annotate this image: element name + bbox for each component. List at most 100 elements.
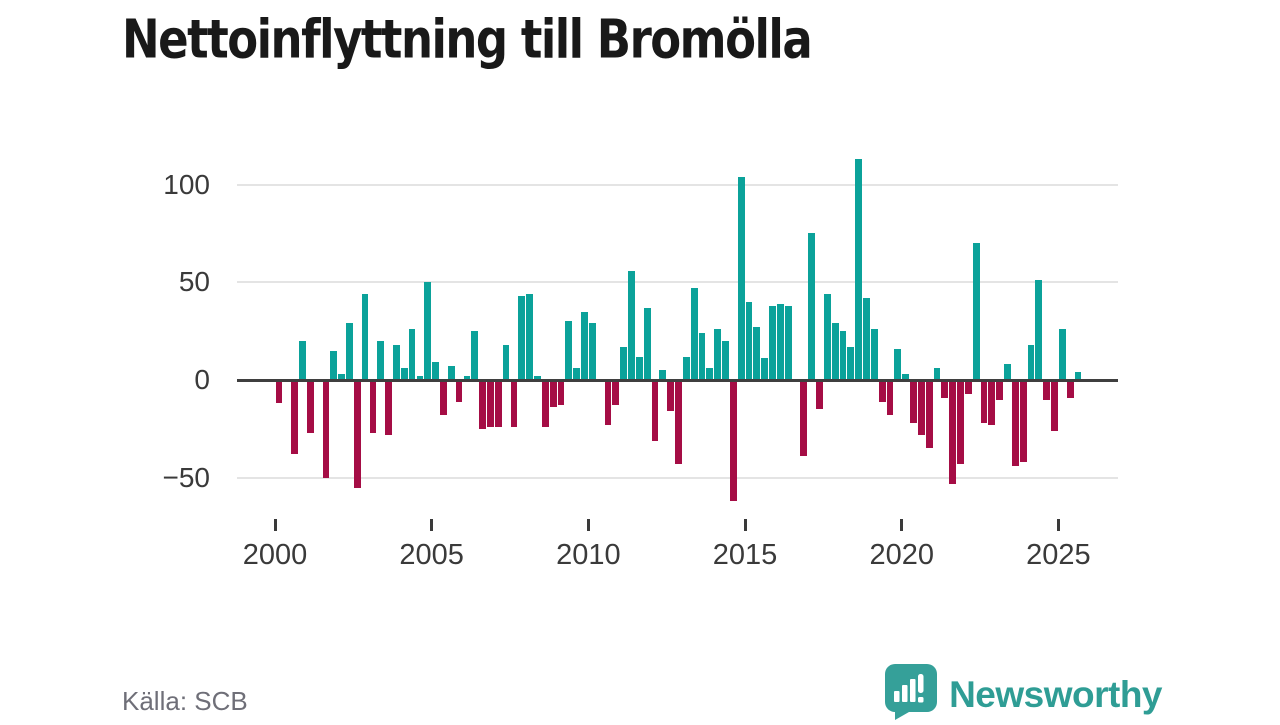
gridline-y--50 [237, 476, 1118, 479]
bar-2024-q2 [1035, 280, 1043, 380]
bar-2011-q2 [628, 270, 635, 380]
bar-2001-q4 [330, 350, 338, 380]
bar-2023-q4 [1019, 380, 1027, 463]
bar-2002-q4 [361, 293, 369, 380]
bar-2010-q4 [612, 380, 620, 406]
y-axis-label-50: 50 [178, 266, 210, 298]
bar-2004-q2 [408, 329, 416, 380]
bar-2019-q3 [886, 380, 894, 416]
bar-2008-q3 [541, 380, 549, 427]
x-axis-tick-2025 [1056, 519, 1060, 531]
bar-2015-q4 [769, 305, 776, 380]
bar-2020-q2 [910, 380, 917, 423]
bar-2019-q4 [894, 348, 902, 380]
bar-2004-q3 [416, 376, 424, 380]
bar-2004-q4 [424, 282, 432, 380]
bar-2010-q1 [588, 323, 596, 380]
bar-2015-q3 [761, 358, 769, 380]
bar-2011-q1 [620, 346, 627, 380]
bar-2015-q1 [745, 301, 753, 380]
bar-2007-q4 [518, 295, 526, 380]
bar-2022-q2 [972, 243, 980, 380]
bar-2008-q4 [549, 380, 557, 408]
x-axis-label-2010: 2010 [556, 539, 621, 571]
bar-2001-q3 [322, 380, 330, 478]
bar-2003-q2 [377, 340, 385, 380]
x-axis-tick-2015 [743, 519, 747, 531]
bar-2012-q2 [659, 370, 667, 380]
x-axis-tick-2000 [273, 519, 277, 531]
newsworthy-logo-text: Newsworthy [949, 673, 1162, 715]
bar-2021-q1 [933, 368, 941, 380]
bar-2022-q4 [988, 380, 996, 425]
x-axis-tick-2010 [586, 519, 590, 531]
bar-2010-q3 [604, 380, 612, 425]
bar-2016-q2 [784, 305, 792, 380]
bar-2021-q2 [941, 380, 949, 398]
bar-2004-q1 [400, 368, 408, 380]
bar-2020-q1 [902, 374, 910, 380]
bar-2020-q4 [925, 380, 933, 449]
bar-2005-q2 [440, 380, 447, 416]
bar-2018-q1 [839, 331, 847, 380]
bar-2002-q3 [353, 380, 361, 488]
source-caption: Källa: SCB [122, 686, 248, 716]
bar-2003-q4 [393, 344, 400, 380]
bar-2003-q1 [369, 380, 377, 433]
x-axis-label-2000: 2000 [242, 539, 308, 571]
bar-2012-q1 [651, 380, 659, 441]
bar-2018-q3 [855, 159, 863, 380]
bar-2006-q2 [471, 331, 479, 380]
bar-2019-q2 [878, 380, 886, 402]
bar-2017-q3 [823, 293, 831, 380]
newsworthy-logo: Newsworthy [885, 664, 1162, 725]
bar-2016-q4 [800, 380, 808, 457]
bar-2021-q3 [949, 380, 957, 484]
bar-2009-q2 [565, 321, 573, 380]
bar-2024-q4 [1051, 380, 1058, 431]
bar-2009-q1 [557, 380, 565, 406]
bar-2014-q1 [714, 329, 722, 380]
x-axis-label-2015: 2015 [712, 539, 778, 571]
y-axis-label-0: 0 [194, 364, 210, 395]
bar-2018-q4 [863, 297, 870, 380]
bar-2023-q2 [1004, 364, 1011, 380]
bar-2014-q4 [737, 176, 745, 380]
gridline-y-100 [237, 183, 1118, 186]
bar-2000-q3 [291, 380, 298, 455]
bar-2013-q3 [698, 333, 706, 380]
x-axis-label-2020: 2020 [869, 539, 934, 571]
bar-2003-q3 [385, 380, 392, 435]
bar-2012-q4 [675, 380, 682, 465]
newsworthy-logo-icon [885, 664, 938, 725]
bar-2008-q1 [526, 293, 533, 380]
y-axis-label-100: 100 [163, 168, 210, 200]
bar-2017-q4 [831, 323, 839, 380]
bar-2014-q2 [722, 340, 729, 380]
bar-2006-q1 [463, 376, 471, 380]
bar-2024-q1 [1027, 344, 1035, 380]
bar-2005-q1 [432, 362, 439, 380]
bar-2007-q2 [502, 344, 510, 380]
bar-2013-q4 [706, 368, 714, 380]
bar-2025-q2 [1066, 380, 1074, 398]
bar-2012-q3 [667, 380, 674, 412]
bar-2007-q1 [494, 380, 502, 427]
bar-2015-q2 [753, 327, 761, 380]
bar-2000-q4 [299, 340, 306, 380]
x-axis-tick-2005 [430, 519, 434, 531]
bar-2011-q4 [643, 307, 651, 380]
gridline-y-50 [237, 281, 1118, 284]
x-axis-tick-2020 [900, 519, 904, 531]
bar-2023-q1 [996, 380, 1004, 400]
bar-2022-q3 [980, 380, 988, 423]
bar-2001-q1 [306, 380, 314, 433]
bar-2014-q3 [729, 380, 737, 502]
bar-2023-q3 [1011, 380, 1019, 467]
bar-2006-q3 [479, 380, 486, 429]
x-axis-label-2025: 2025 [1026, 539, 1091, 571]
bar-2013-q2 [690, 288, 698, 380]
bar-2016-q1 [776, 303, 784, 380]
bar-2006-q4 [487, 380, 494, 427]
